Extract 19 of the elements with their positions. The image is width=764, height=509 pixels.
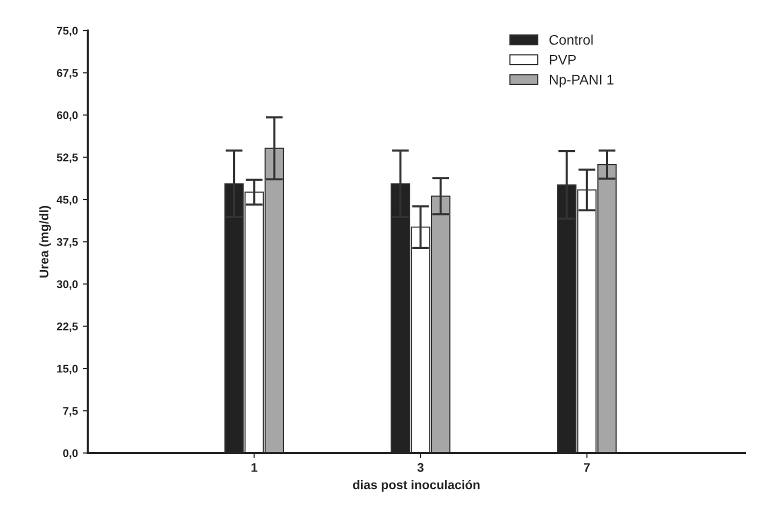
legend-label: PVP (550, 54, 576, 65)
y-tick-label: 30,0 (56, 280, 78, 290)
x-axis-title: dias post inoculación (353, 480, 480, 492)
legend-label: Control (549, 34, 593, 45)
y-tick-label: 60,0 (56, 111, 78, 121)
y-tick-label: 52,5 (56, 154, 78, 164)
y-tick-label: 7,5 (63, 407, 78, 417)
y-axis-title: Urea (mg/dl) (39, 206, 51, 278)
y-tick-label: 22,5 (56, 322, 78, 332)
y-tick-label: 75,0 (56, 26, 78, 36)
y-tick-label: 67,5 (56, 69, 78, 79)
x-tick-label: 3 (417, 463, 424, 472)
x-tick-label: 7 (584, 463, 590, 472)
y-tick-label: 37,5 (56, 238, 78, 248)
y-tick-label: 0,0 (63, 449, 78, 459)
y-tick-label: 15,0 (57, 364, 78, 374)
x-tick-label: 1 (252, 463, 258, 472)
legend-label: Np-PANI 1 (550, 74, 614, 88)
y-tick-label: 45,0 (56, 196, 78, 206)
